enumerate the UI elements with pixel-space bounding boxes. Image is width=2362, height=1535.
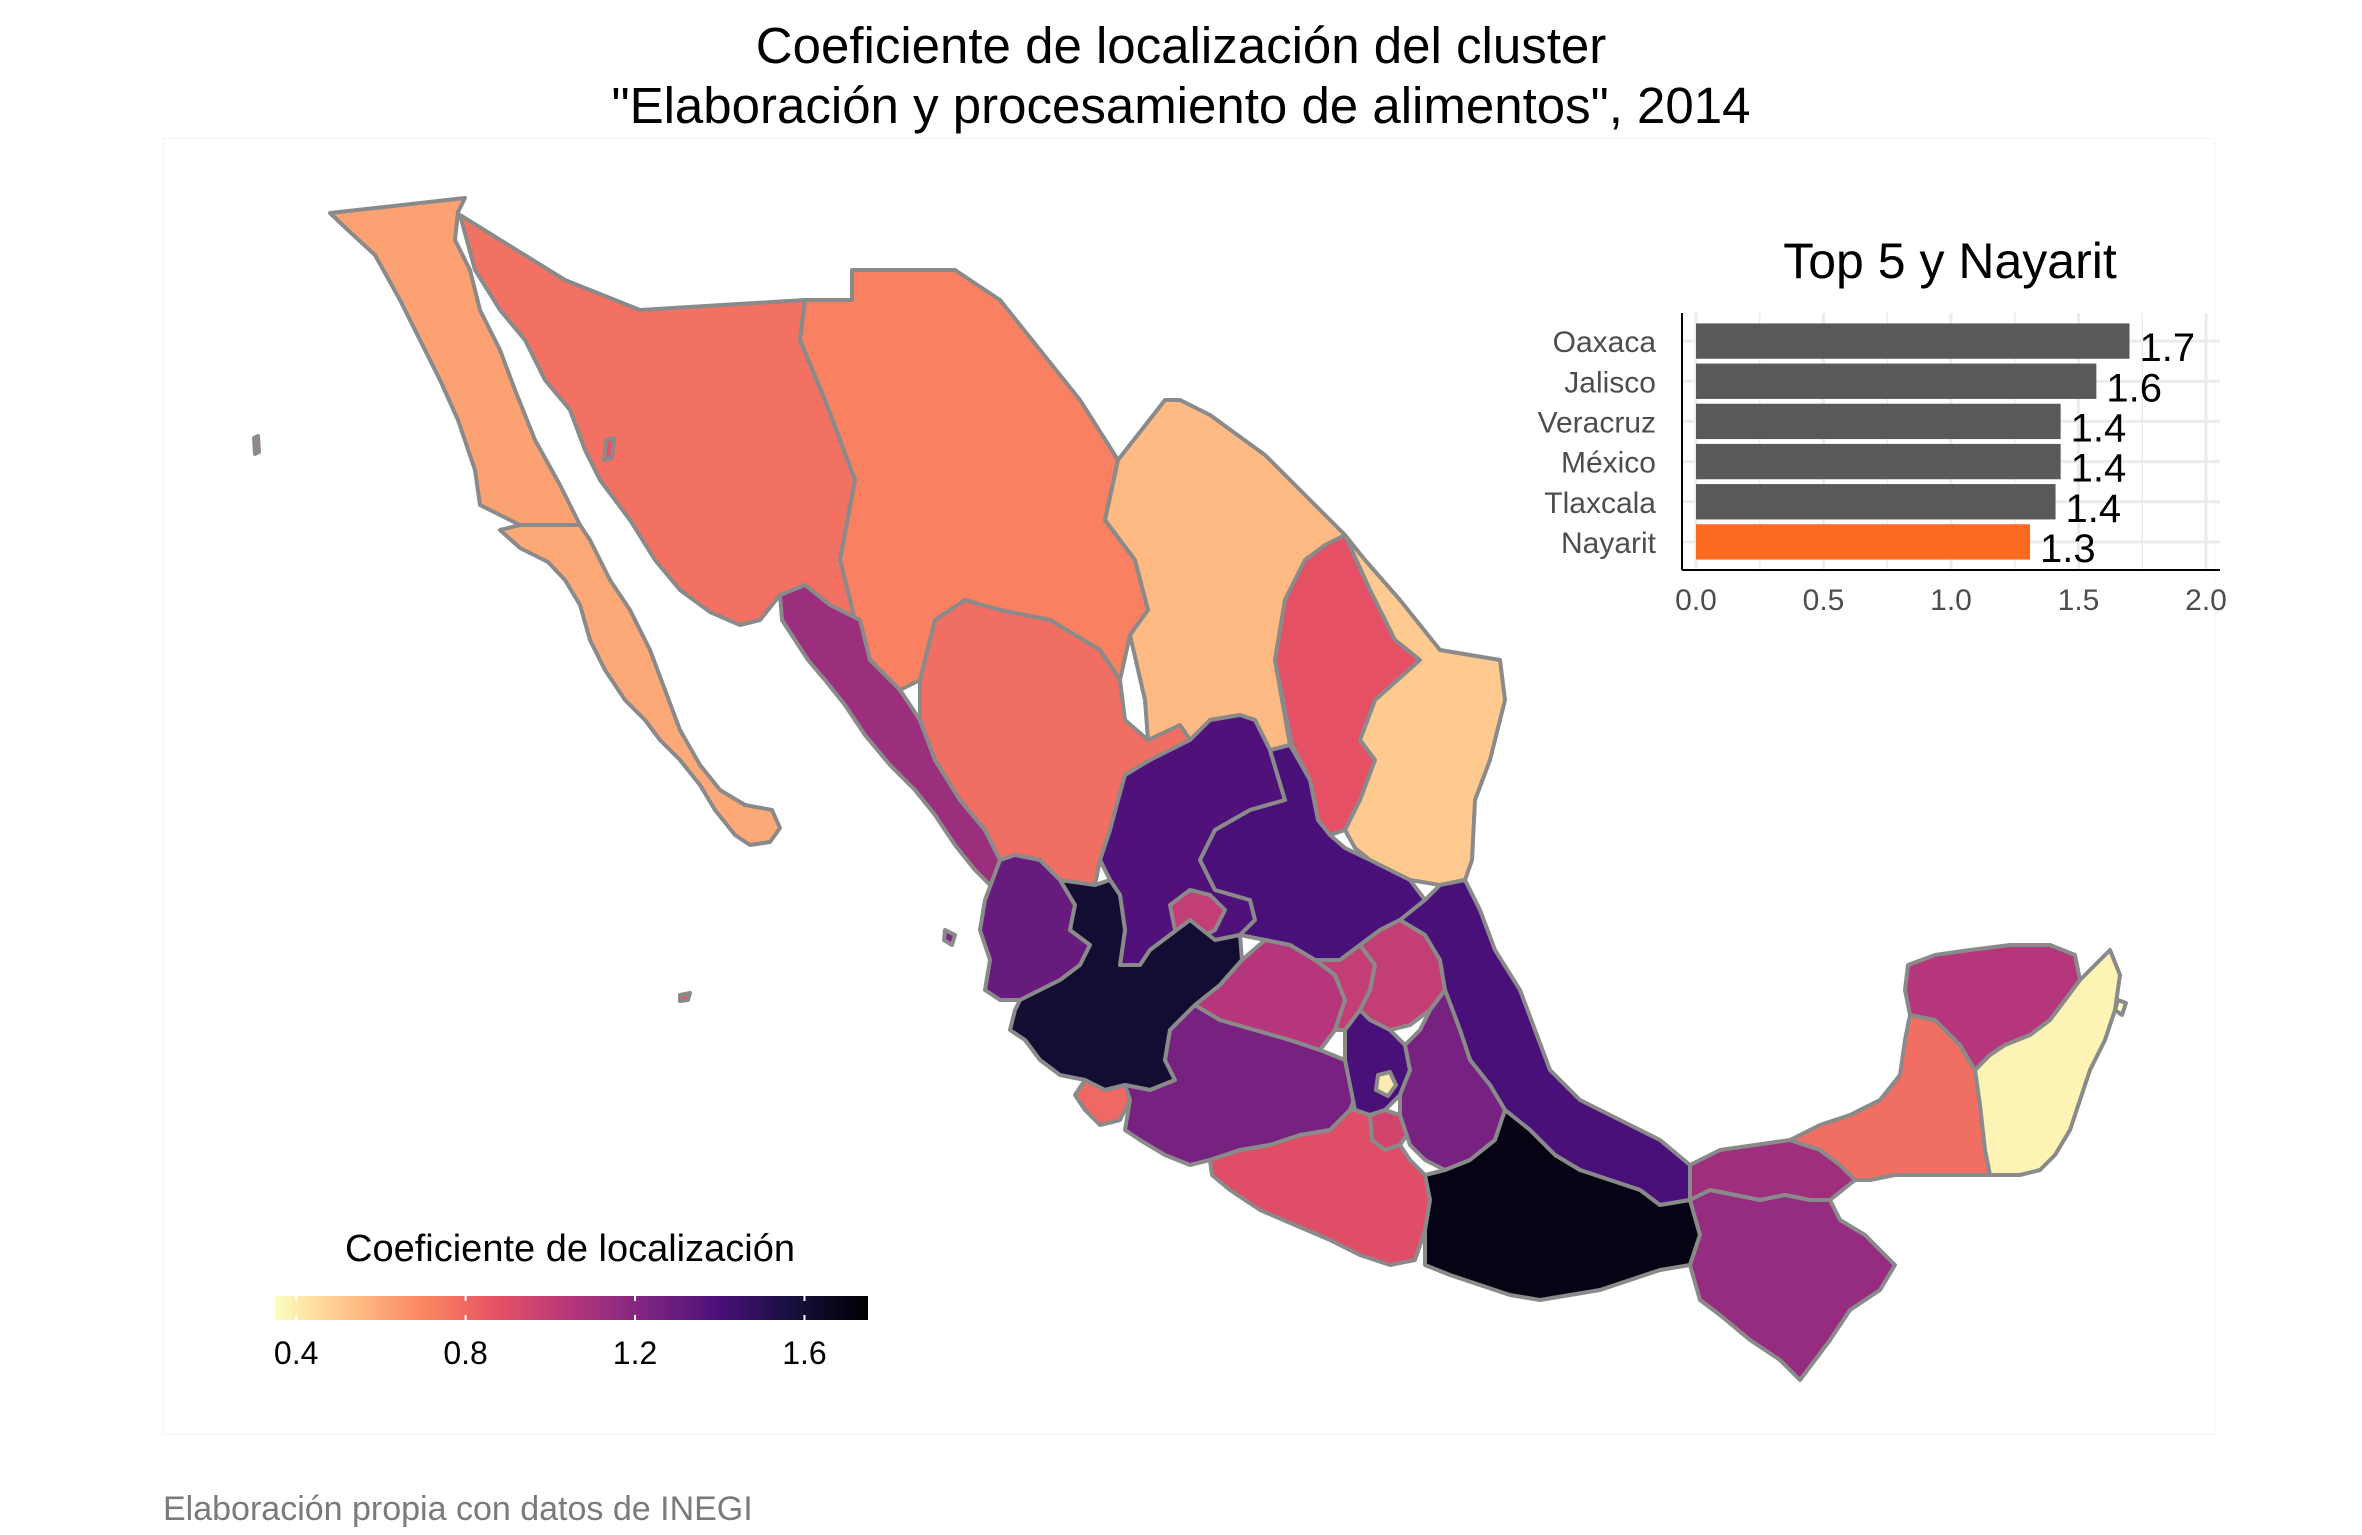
source-caption: Elaboración propia con datos de INEGI [163,1490,753,1528]
state-ciudad-de-mexico [1374,1070,1398,1098]
inset-value-label: 1.4 [2066,487,2122,531]
title-line-1: Coeficiente de localización del cluster [755,17,1607,74]
legend-tick-label: 1.2 [613,1335,657,1371]
chart-title: Coeficiente de localización del cluster … [0,16,2362,136]
inset-category-label: Jalisco [1564,366,1656,399]
state-chiapas [1688,1188,1897,1382]
inset-value-labels: 1.71.61.41.41.41.3 [2040,326,2195,571]
state-colima [1073,1078,1132,1127]
inset-category-label: Oaxaca [1553,326,1657,359]
legend-tick-label: 1.6 [782,1335,826,1371]
inset-value-label: 1.6 [2106,366,2162,410]
inset-category-labels: Oaxaca Jalisco Veracruz México Tlaxcala Nayar… [1538,326,1657,560]
color-legend: 0.4 0.8 1.2 1.6 [274,1296,868,1371]
legend-tick-label: 0.8 [443,1335,487,1371]
state-guerrero [1208,1108,1432,1267]
inset-x-tick-label: 1.0 [1930,584,1972,617]
inset-value-label: 1.3 [2040,527,2096,571]
legend-title: Coeficiente de localización [345,1228,795,1270]
inset-category-label: Veracruz [1538,406,1656,439]
legend-ticks: 0.4 0.8 1.2 1.6 [274,1296,827,1371]
state-quintana-roo [1973,948,2122,1177]
islands [252,434,2128,1017]
map-panel [163,138,2215,1435]
inset-value-label: 1.4 [2071,447,2127,491]
legend-colorbar [275,1296,868,1320]
inset-bar [1696,484,2056,520]
island-tiburon [602,436,616,462]
inset-title: Top 5 y Nayarit [1783,233,2117,289]
island-cozumel [2113,998,2128,1017]
inset-x-tick-label: 2.0 [2185,584,2227,617]
inset-bar [1696,443,2061,480]
inset-bar [1696,524,2031,560]
inset-x-tick-label: 1.5 [2058,584,2100,617]
state-guanajuato [1193,938,1347,1052]
inset-category-label: México [1561,447,1656,480]
inset-axis: 0.0 0.5 1.0 1.5 2.0 [1675,313,2227,617]
island-revillagigedo [678,991,692,1003]
inset-bar [1696,403,2061,440]
island-guadalupe [252,434,261,456]
legend-tick-label: 0.4 [274,1335,318,1371]
island-tres-marias [942,928,957,947]
title-line-2: "Elaboración y procesamiento de alimento… [611,77,1751,134]
inset-bar [1696,323,2130,359]
inset-value-label: 1.7 [2140,326,2196,370]
states-layer [328,196,2122,1382]
inset-x-tick-label: 0.5 [1803,584,1845,617]
state-baja-california-sur [498,523,782,847]
inset-x-tick-label: 0.0 [1675,584,1717,617]
inset-bars [1696,323,2130,560]
inset-category-label: Nayarit [1561,527,1657,560]
inset-bar [1696,363,2097,399]
inset-value-label: 1.4 [2071,406,2127,450]
inset-category-label: Tlaxcala [1544,487,1656,520]
